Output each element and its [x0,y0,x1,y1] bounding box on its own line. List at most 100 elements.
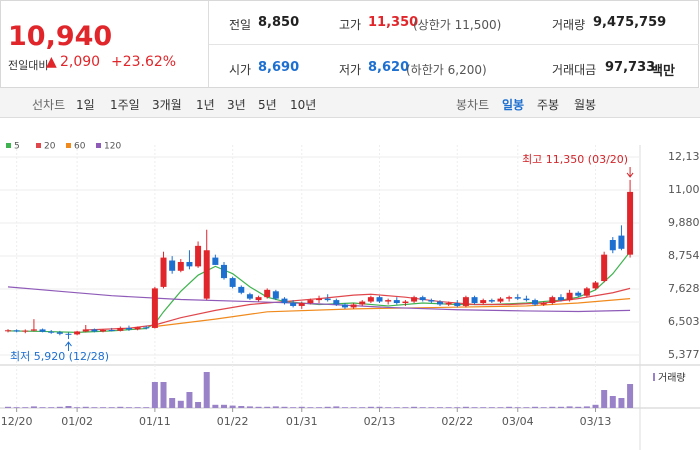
legend-swatch [6,143,11,148]
candle-body [333,300,340,305]
candle-body [5,330,11,332]
tab[interactable]: 주봉 [537,98,560,112]
y-tick-label: 12,131 [668,150,700,163]
tab[interactable]: 10년 [290,98,317,112]
candle-body [618,235,625,249]
tab-active[interactable]: 일봉 [502,98,525,112]
stat-label: 고가 [339,18,362,32]
candle-body [160,257,167,287]
volume-bar [134,407,141,408]
volume-bar [238,406,245,408]
candle-body [255,297,262,301]
volume-bar [532,406,539,408]
candle-body [212,257,219,265]
divider [209,44,699,45]
candle-body [290,303,297,306]
candle-body [82,329,89,332]
candle-body [177,261,184,271]
volume-bar [566,406,573,408]
divider [208,1,209,87]
volume-bar [583,406,590,408]
candle-body [575,292,582,296]
tab[interactable]: 5년 [258,98,277,112]
tab[interactable]: 3개월 [152,98,182,112]
candle-body [74,331,81,335]
candle-body [30,329,37,331]
x-tick-label: 02/13 [364,415,396,428]
volume-bar [74,407,81,408]
legend-swatch [36,143,41,148]
candle-body [557,297,564,301]
tab[interactable]: 월봉 [574,98,597,112]
volume-bar [290,407,297,408]
x-tick-label: 01/31 [286,415,318,428]
candle-body [376,297,383,302]
y-tick-label: 9,880 [668,216,700,229]
y-tick-label: 6,503 [668,315,700,328]
tab-label: 봉차트 [456,98,490,112]
volume-bar [39,407,46,408]
candle-body [238,286,245,293]
change-rate: +23.62% [111,54,177,70]
volume-bar [195,402,202,408]
x-tick-label: 03/04 [502,415,534,428]
candle-body [592,282,599,289]
volume-bar [506,406,513,408]
volume-bar [177,400,184,408]
volume-bar [359,407,366,408]
volume-bar [428,407,435,408]
candle-body [264,289,271,298]
volume-bar [272,406,279,408]
candle-body [350,304,357,308]
candle-body [506,297,513,299]
volume-bar [186,392,193,408]
x-tick-label: 12/20 [1,415,33,428]
tab[interactable]: 1일 [76,98,95,112]
candle-body [532,300,539,305]
change-arrow: ▲ [46,54,57,70]
tab-label: 선차트 [32,98,66,112]
volume-bar [82,406,89,408]
tab[interactable]: 1년 [196,98,215,112]
candle-body [367,297,374,302]
volume-bar [462,406,469,408]
candle-body [229,278,236,287]
legend-swatch [66,143,71,148]
candle-body [298,303,305,306]
candle-body [411,297,418,302]
quote-header: 10,940 전일대비 ▲ 2,090 +23.62% 전일 8,850 고가 … [0,0,699,88]
change: 2,090 [60,54,101,70]
volume-bar [117,406,124,408]
stat-label: 거래대금 [552,63,597,77]
volume-bar [411,406,418,408]
volume-bar [488,407,495,408]
candle-body [609,239,616,251]
candle-body [91,329,98,332]
candle-body [13,330,20,332]
volume-bar [419,407,426,408]
stat-label: 저가 [339,63,362,77]
candle-body [117,327,124,331]
candle-body [246,294,253,299]
candle-body [428,300,435,302]
candle-body [393,300,400,304]
volume-bar [350,407,357,408]
tab[interactable]: 1주일 [110,98,140,112]
volume-bar [454,407,461,408]
volume-bar [203,372,210,408]
stat-label: 거래량 [552,18,586,32]
legend-label: 20 [44,142,56,152]
volume-bar [445,407,452,408]
volume-bar [385,407,392,408]
candle-body [627,191,634,255]
volume-bar [316,407,323,408]
tab[interactable]: 3년 [227,98,246,112]
y-tick-label: 7,628 [668,282,700,295]
legend-label: 5 [14,142,20,152]
x-tick-label: 01/02 [61,415,93,428]
volume-bar [48,407,55,408]
candle-body [454,303,461,306]
volume-bar [13,407,20,408]
candle-body [402,301,409,304]
volume-bar [91,407,98,408]
